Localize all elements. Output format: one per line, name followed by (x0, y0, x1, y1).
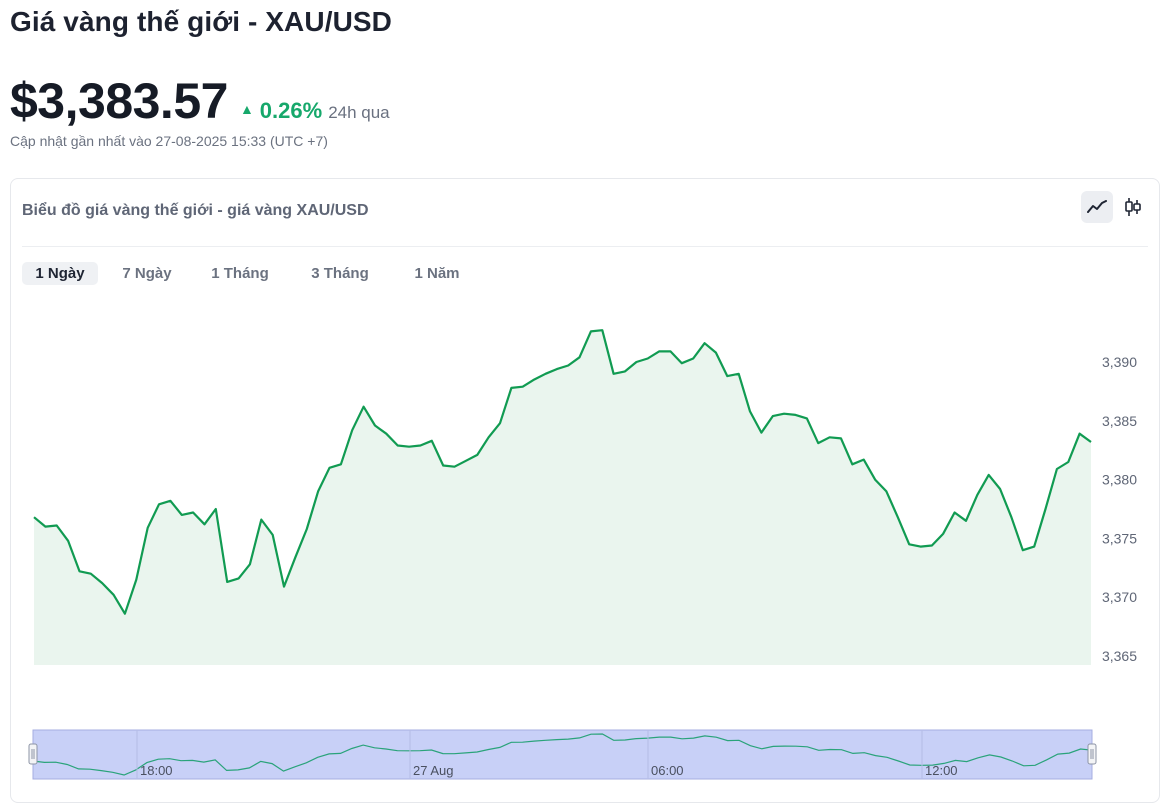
current-price: $3,383.57 (10, 73, 228, 129)
navigator-x-label: 18:00 (140, 763, 173, 778)
y-tick-label: 3,385 (1102, 413, 1137, 429)
card-divider (22, 246, 1148, 247)
up-arrow-icon: ▲ (239, 101, 254, 117)
handle-grip[interactable] (1087, 743, 1097, 765)
y-tick-label: 3,375 (1102, 530, 1137, 546)
navigator-x-label: 27 Aug (413, 763, 454, 778)
range-tabs: 1 Ngày 7 Ngày 1 Tháng 3 Tháng 1 Năm (22, 262, 478, 285)
tab-1-year[interactable]: 1 Năm (414, 265, 460, 282)
handle-grip[interactable] (28, 743, 38, 765)
y-tick-label: 3,370 (1102, 589, 1137, 605)
plot-area (33, 329, 1092, 665)
candlestick-icon (1125, 198, 1141, 216)
price-change: ▲ 0.26% 24h qua (240, 98, 390, 124)
tab-3-months[interactable]: 3 Tháng (311, 265, 369, 282)
navigator-series (32, 733, 1093, 776)
y-tick-label: 3,380 (1102, 472, 1137, 488)
chart-title: Biểu đồ giá vàng thế giới - giá vàng XAU… (22, 202, 369, 219)
tab-1-month[interactable]: 1 Tháng (211, 265, 269, 282)
tab-1-day[interactable]: 1 Ngày (22, 262, 98, 285)
candlestick-chart-button[interactable] (1117, 191, 1149, 223)
change-percent: 0.26% (259, 98, 323, 123)
page-title: Giá vàng thế giới - XAU/USD (10, 6, 392, 37)
y-tick-label: 3,365 (1102, 648, 1137, 664)
tab-7-days[interactable]: 7 Ngày (122, 265, 172, 282)
chart-type-switch (1081, 191, 1149, 223)
price-row: $3,383.57 ▲ 0.26% 24h qua (10, 72, 390, 130)
navigator-x-label: 12:00 (925, 763, 958, 778)
line-chart-button[interactable] (1081, 191, 1113, 223)
change-period: 24h qua (328, 103, 390, 122)
navigator[interactable]: 18:00 27 Aug 06:00 12:00 (28, 729, 1097, 780)
last-updated: Cập nhật gần nhất vào 27-08-2025 15:33 (… (10, 133, 328, 149)
navigator-x-label: 06:00 (651, 763, 684, 778)
navigator-left-handle[interactable] (28, 743, 38, 765)
y-axis: 3,365 3,370 3,375 3,380 3,385 3,390 (1102, 354, 1137, 664)
price-area (34, 330, 1091, 665)
y-tick-label: 3,390 (1102, 354, 1137, 370)
navigator-right-handle[interactable] (1087, 743, 1097, 765)
line-chart-icon (1087, 200, 1107, 213)
price-line (33, 329, 1092, 615)
